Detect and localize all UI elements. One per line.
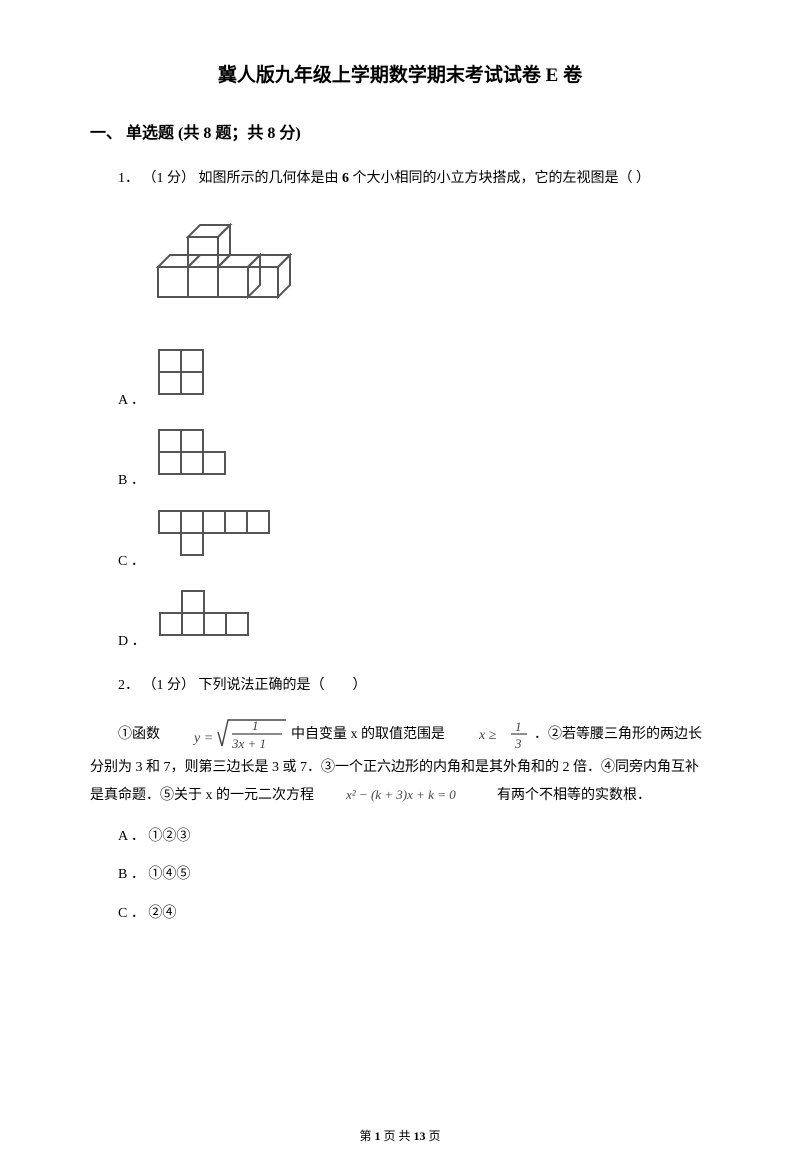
footer-a: 第	[359, 1129, 374, 1143]
section-heading-1: 一、 单选题 (共 8 题；共 8 分)	[90, 119, 710, 143]
q2-stem: 2． （1 分） 下列说法正确的是（ ）	[90, 672, 710, 700]
q2-formula-3: x² − (k + 3)x + k = 0	[318, 782, 494, 810]
q1-option-c: C ．	[118, 509, 710, 573]
q2-formula-2: x ≥ 1 3	[449, 719, 531, 751]
svg-text:3: 3	[514, 736, 522, 751]
q1-option-d: D ．	[118, 589, 710, 653]
svg-text:3x + 1: 3x + 1	[231, 736, 266, 751]
opt-c-icon	[153, 509, 275, 573]
svg-text:1: 1	[252, 718, 259, 733]
svg-text:x ≥: x ≥	[478, 728, 497, 743]
footer-e: 页	[426, 1129, 441, 1143]
q2-para-a: ①函数	[118, 727, 164, 742]
svg-text:y =: y =	[192, 731, 213, 746]
q1-option-b: B ．	[118, 428, 710, 492]
q2-optC-label: C ．	[118, 906, 145, 921]
svg-text:x² − (k + 3)x + k = 0: x² − (k + 3)x + k = 0	[346, 787, 456, 802]
question-2: 2． （1 分） 下列说法正确的是（ ） ①函数 y = 1 3x + 1 中自…	[90, 672, 710, 925]
q2-option-b: B ． ①④⑤	[90, 864, 710, 886]
q2-optA-val: ①②③	[148, 829, 190, 844]
q2-option-c: C ． ②④	[90, 903, 710, 925]
q1-text-a: 如图所示的几何体是由	[199, 171, 339, 186]
q2-optB-label: B ．	[118, 867, 145, 882]
q2-paragraph: ①函数 y = 1 3x + 1 中自变量 x 的取值范围是 x ≥	[90, 716, 710, 810]
q1-solid-figure	[138, 207, 710, 332]
q1-text-b: 个大小相同的小立方块搭成，它的左视图是（ ）	[353, 171, 651, 186]
footer-c: 页 共	[380, 1129, 413, 1143]
q2-optA-label: A ．	[118, 829, 145, 844]
q2-optC-val: ②④	[148, 906, 176, 921]
q1-points: （1 分）	[143, 171, 196, 186]
opt-d-label: D ．	[118, 631, 146, 653]
footer-d: 13	[414, 1129, 426, 1143]
opt-b-icon	[153, 428, 231, 492]
opt-b-label: B ．	[118, 470, 145, 492]
q2-option-a: A ． ①②③	[90, 826, 710, 848]
q1-option-a: A ．	[118, 348, 710, 412]
q1-bold-6: 6	[342, 171, 353, 186]
question-1: 1． （1 分） 如图所示的几何体是由 6 个大小相同的小立方块搭成，它的左视图…	[90, 165, 710, 654]
q1-number: 1．	[118, 171, 139, 186]
opt-a-icon	[153, 348, 209, 412]
opt-a-label: A ．	[118, 390, 145, 412]
q2-formula-1: y = 1 3x + 1	[164, 716, 288, 754]
q2-text: 下列说法正确的是（ ）	[199, 678, 367, 693]
q2-optB-val: ①④⑤	[148, 867, 190, 882]
page-footer: 第 1 页 共 13 页	[0, 1127, 800, 1144]
q2-points: （1 分）	[143, 678, 196, 693]
q2-number: 2．	[118, 678, 139, 693]
svg-text:1: 1	[515, 719, 522, 734]
q2-para-b: 中自变量 x 的取值范围是	[291, 727, 449, 742]
q2-para-d: 有两个不相等的实数根．	[497, 788, 651, 803]
opt-d-icon	[154, 589, 254, 653]
page-title: 冀人版九年级上学期数学期末考试试卷 E 卷	[90, 60, 710, 87]
q1-stem: 1． （1 分） 如图所示的几何体是由 6 个大小相同的小立方块搭成，它的左视图…	[90, 165, 710, 193]
opt-c-label: C ．	[118, 551, 145, 573]
